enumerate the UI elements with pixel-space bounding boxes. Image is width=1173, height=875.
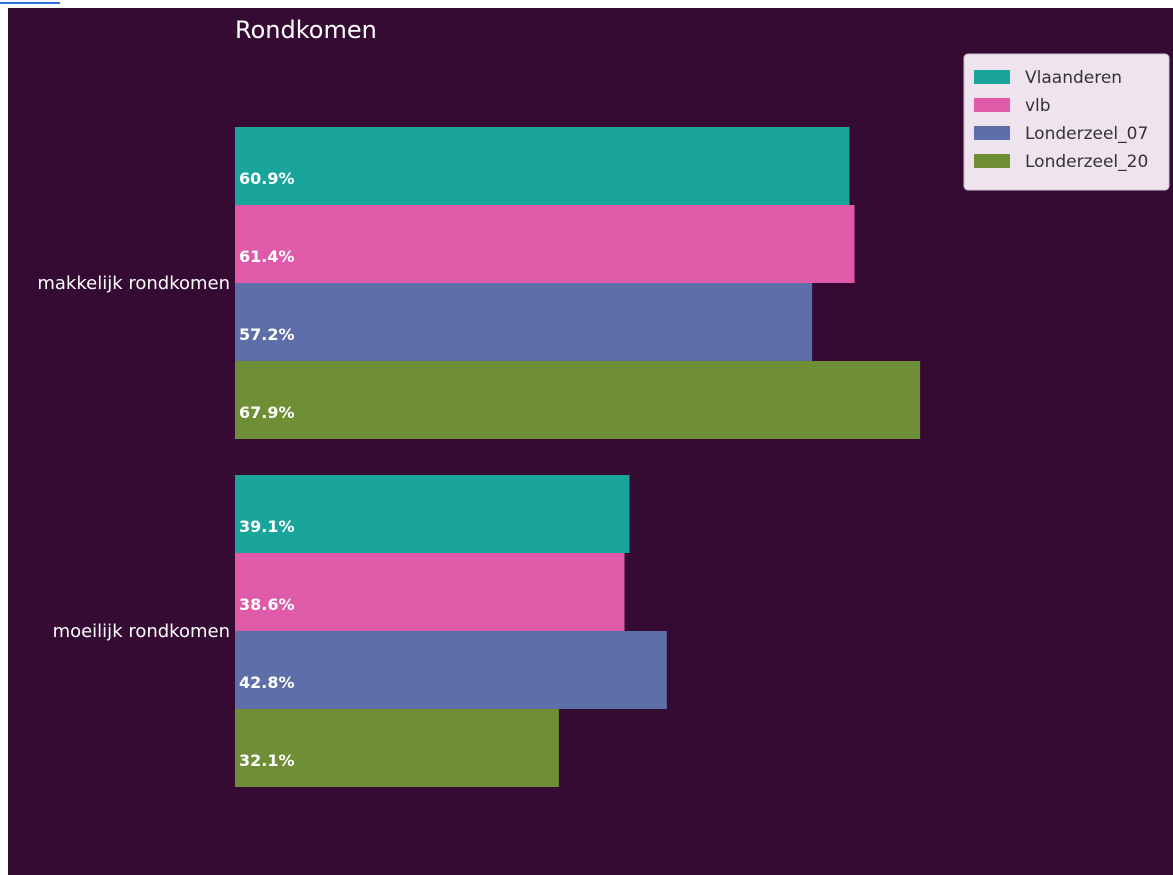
chart-title: Rondkomen bbox=[235, 16, 377, 44]
frame-left-margin bbox=[0, 0, 8, 875]
legend-label: Vlaanderen bbox=[1025, 68, 1122, 88]
legend-swatch bbox=[974, 70, 1010, 84]
bar-londerzeel-07-moeilijk bbox=[235, 631, 667, 709]
bar-vlb-moeilijk bbox=[235, 553, 625, 631]
legend-swatch bbox=[974, 126, 1010, 140]
data-label: 32.1% bbox=[239, 751, 295, 770]
legend-swatch bbox=[974, 98, 1010, 112]
bar-vlb-makkelijk bbox=[235, 205, 855, 283]
legend-box bbox=[963, 53, 1170, 191]
category-tick-label: moeilijk rondkomen bbox=[53, 621, 230, 642]
data-label: 57.2% bbox=[239, 325, 295, 344]
legend-label: Londerzeel_20 bbox=[1025, 152, 1148, 172]
bar-vlaanderen-makkelijk bbox=[235, 127, 850, 205]
frame-top-margin bbox=[0, 0, 1173, 8]
legend-label: Londerzeel_07 bbox=[1025, 124, 1148, 144]
bar-londerzeel-20-moeilijk bbox=[235, 709, 559, 787]
legend: Vlaanderen vlb Londerzeel_07 Londerzeel_20 bbox=[963, 53, 1170, 191]
bar-londerzeel-07-makkelijk bbox=[235, 283, 813, 361]
data-label: 61.4% bbox=[239, 247, 295, 266]
bar-vlaanderen-moeilijk bbox=[235, 475, 630, 553]
legend-swatch bbox=[974, 154, 1010, 168]
legend-label: vlb bbox=[1025, 96, 1051, 116]
data-label: 60.9% bbox=[239, 169, 295, 188]
data-label: 38.6% bbox=[239, 595, 295, 614]
data-label: 42.8% bbox=[239, 673, 295, 692]
data-label: 39.1% bbox=[239, 517, 295, 536]
category-tick-label: makkelijk rondkomen bbox=[37, 273, 230, 294]
data-label: 67.9% bbox=[239, 403, 295, 422]
bar-londerzeel-20-makkelijk bbox=[235, 361, 921, 439]
